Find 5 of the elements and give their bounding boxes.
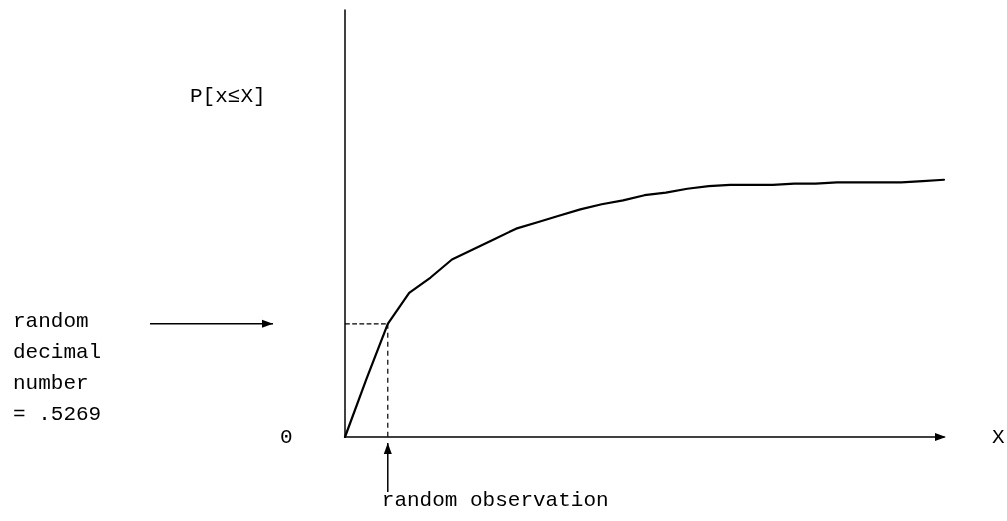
text: 0	[280, 425, 293, 449]
x-axis-title: X	[992, 425, 1005, 449]
text: P[x≤X]	[190, 84, 266, 108]
text: random observation	[381, 488, 609, 512]
text: random decimal number = .5269	[13, 309, 102, 426]
